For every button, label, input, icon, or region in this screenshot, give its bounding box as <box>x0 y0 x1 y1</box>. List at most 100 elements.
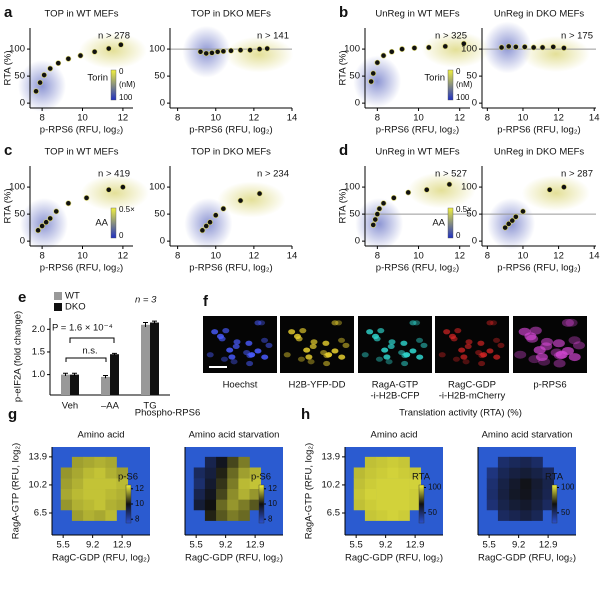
mean-point <box>83 194 90 201</box>
y-tick-label: 50 <box>154 209 165 220</box>
heatmap-cell <box>486 499 499 511</box>
heatmap-cell <box>520 488 532 500</box>
annotation: n > 325 <box>435 31 467 42</box>
colorbar-label: 100 <box>456 93 470 102</box>
heatmap-cell <box>94 499 106 511</box>
colorbar-tick-label: 10 <box>268 499 277 508</box>
cell <box>486 320 494 326</box>
heatmap-cell <box>105 509 117 521</box>
colorbar-label: 0.5× <box>119 205 135 214</box>
y-tick-label: 0 <box>355 236 360 247</box>
heatmap-cell <box>364 467 377 479</box>
heatmap-cell <box>353 488 366 500</box>
error-bar <box>63 372 68 376</box>
heatmap-cell <box>364 488 377 500</box>
y-tick-label: 1.5 <box>32 346 45 357</box>
colorbar-title: RTA <box>412 472 431 483</box>
heatmap-cell <box>409 467 421 479</box>
y-tick-label: 100 <box>149 182 165 193</box>
bracket <box>65 357 107 362</box>
heatmap-cell <box>216 478 228 490</box>
cell <box>486 348 494 354</box>
y-tick-label: 13.9 <box>29 451 48 462</box>
mean-point <box>380 52 387 59</box>
colorbar-title: AA <box>432 218 445 229</box>
heatmap-cell <box>520 499 532 511</box>
heatmap-cell <box>94 509 106 521</box>
heatmap-cell <box>94 478 106 490</box>
y-tick-label: 50 <box>349 71 360 82</box>
mean-point <box>220 48 227 55</box>
heatmap-cell <box>353 499 366 511</box>
heatmap-cell <box>387 488 399 500</box>
heatmap-cell <box>204 509 217 521</box>
y-tick-label: 10.2 <box>322 479 341 490</box>
heatmap-cell <box>116 467 128 479</box>
cell <box>565 318 578 327</box>
point-cloud <box>355 198 404 250</box>
heatmap-cell <box>387 499 399 511</box>
heatmap-cell <box>83 509 95 521</box>
x-tick-label: TG <box>143 401 156 412</box>
image-label: Hoechst <box>223 380 258 391</box>
cell <box>529 326 542 335</box>
heatmap-cell <box>227 488 239 500</box>
cell <box>232 343 240 350</box>
annotation: n > 287 <box>561 169 593 180</box>
colorbar-label: 100 <box>119 93 133 102</box>
y-tick-label: 50 <box>466 209 477 220</box>
cell <box>366 329 374 335</box>
colorbar <box>110 207 117 239</box>
mean-point <box>43 219 50 226</box>
cell <box>526 334 539 343</box>
x-axis-label: RagC-GDP (RFU, log₂) <box>478 553 576 564</box>
y-axis-label: RTA (%) <box>3 188 14 223</box>
cell <box>206 352 214 358</box>
panel-label: h <box>301 406 310 423</box>
colorbar-title: p-S6 <box>118 472 138 483</box>
cell <box>211 329 219 335</box>
cell <box>375 356 383 362</box>
micrograph <box>435 316 509 373</box>
cell <box>535 353 548 362</box>
cell <box>401 360 409 367</box>
x-tick-label: 12.9 <box>113 540 132 551</box>
annotation: n > 278 <box>98 31 130 42</box>
mean-point <box>405 189 412 196</box>
mean-point <box>446 181 453 188</box>
mean-point <box>237 197 244 204</box>
mean-point <box>120 184 126 190</box>
heatmap-cell <box>398 488 410 500</box>
mean-point <box>91 48 98 55</box>
cell <box>254 320 262 326</box>
heatmap-cell <box>216 456 228 468</box>
y-tick-label: 0 <box>160 236 165 247</box>
cell <box>477 340 485 346</box>
mean-point <box>561 184 567 190</box>
y-axis-label: RTA (%) <box>338 188 349 223</box>
chart-title: TOP in WT MEFs <box>45 147 119 158</box>
cell <box>450 336 458 342</box>
x-tick-label: 10 <box>518 113 529 124</box>
x-tick-label: 12 <box>249 251 260 262</box>
heatmap-cell <box>105 488 117 500</box>
heatmap-cell <box>105 499 117 511</box>
x-tick-label: 10 <box>413 251 424 262</box>
cell <box>400 340 408 346</box>
cell <box>388 339 396 345</box>
heatmap-cell <box>509 467 521 479</box>
x-tick-label: 12 <box>454 251 465 262</box>
colorbar-label: (nM) <box>119 80 136 89</box>
mean-point <box>370 70 377 77</box>
heatmap-cell <box>60 499 73 511</box>
heatmap-cell <box>227 467 239 479</box>
mean-point <box>237 47 244 54</box>
heatmap-cell <box>376 467 388 479</box>
mean-point <box>550 44 557 50</box>
colorbar-title: Torin <box>424 73 445 84</box>
cell <box>309 343 317 350</box>
cell <box>480 352 488 358</box>
heatmap-cell <box>398 478 410 490</box>
heatmap-cell <box>60 488 73 500</box>
